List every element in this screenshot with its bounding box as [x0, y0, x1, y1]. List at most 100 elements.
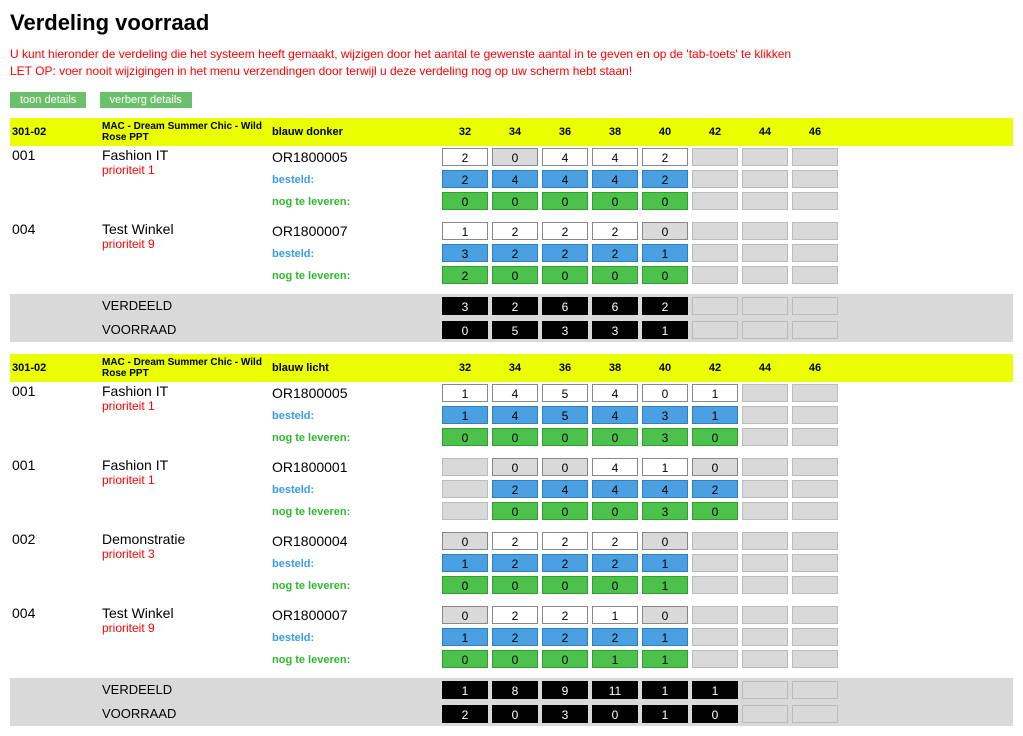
size-cell: 1: [642, 321, 688, 339]
size-cell[interactable]: 1: [642, 458, 688, 476]
size-cell: [742, 502, 788, 520]
size-cell[interactable]: 1: [442, 384, 488, 402]
size-cell: [792, 606, 838, 624]
size-cell: 4: [592, 480, 638, 498]
size-header: 42: [690, 354, 740, 382]
size-cell[interactable]: 2: [492, 532, 538, 550]
size-cell: 2: [642, 170, 688, 188]
size-cell: [742, 480, 788, 498]
size-cell: 2: [492, 554, 538, 572]
size-cell: [742, 321, 788, 339]
size-cell[interactable]: 1: [692, 384, 738, 402]
size-cell: 0: [492, 576, 538, 594]
size-cell: [742, 628, 788, 646]
size-cell: [792, 148, 838, 166]
store-name: Fashion IT: [102, 457, 168, 473]
size-cell[interactable]: 4: [542, 148, 588, 166]
size-cell[interactable]: 1: [592, 606, 638, 624]
group-desc: MAC - Dream Summer Chic - Wild Rose PPT: [100, 354, 270, 382]
size-cell: 2: [542, 628, 588, 646]
besteld-label: besteld:: [272, 248, 314, 260]
store-priority: prioriteit 1: [102, 399, 155, 413]
size-cell: 1: [642, 650, 688, 668]
size-cell: 0: [492, 705, 538, 723]
size-header: 38: [590, 118, 640, 146]
size-cell[interactable]: 2: [592, 222, 638, 240]
show-details-button[interactable]: toon details: [10, 92, 86, 108]
size-cell: 0: [442, 606, 488, 624]
size-cell[interactable]: 2: [542, 606, 588, 624]
voorraad-row: VOORRAAD05331: [10, 318, 1013, 342]
button-row: toon details verberg details: [10, 92, 1013, 108]
size-cell[interactable]: 1: [442, 222, 488, 240]
size-cell: [742, 192, 788, 210]
size-cell: 1: [642, 705, 688, 723]
size-cell: [692, 192, 738, 210]
store-name: Fashion IT: [102, 147, 168, 163]
size-cell[interactable]: 2: [642, 148, 688, 166]
size-cell[interactable]: 5: [542, 384, 588, 402]
nogte-label: nog te leveren:: [272, 196, 350, 208]
size-cell[interactable]: 4: [592, 384, 638, 402]
size-cell[interactable]: 2: [492, 606, 538, 624]
group-desc: MAC - Dream Summer Chic - Wild Rose PPT: [100, 118, 270, 146]
size-cell: 0: [492, 148, 538, 166]
size-cell: 0: [592, 428, 638, 446]
page-title: Verdeling voorraad: [10, 10, 1013, 36]
size-cell: 0: [492, 192, 538, 210]
size-cell: [742, 554, 788, 572]
size-cell: 2: [692, 480, 738, 498]
size-cell: [692, 222, 738, 240]
warning-line-2: LET OP: voer nooit wijzigingen in het me…: [10, 64, 632, 78]
size-cell[interactable]: 4: [492, 384, 538, 402]
size-cell: 2: [442, 170, 488, 188]
size-cell: [692, 650, 738, 668]
size-cell[interactable]: 2: [542, 532, 588, 550]
store-code: 001: [10, 146, 100, 212]
size-cell: 3: [592, 321, 638, 339]
verdeeld-row: VERDEELD1891111: [10, 678, 1013, 702]
size-cell: [742, 606, 788, 624]
size-cell: 0: [642, 192, 688, 210]
size-cell: [792, 428, 838, 446]
size-cell[interactable]: 2: [542, 222, 588, 240]
size-cell[interactable]: 2: [592, 532, 638, 550]
size-cell: 0: [442, 576, 488, 594]
size-cell: 1: [692, 681, 738, 699]
size-cell: [792, 297, 838, 315]
order-number: OR1800007: [270, 604, 440, 626]
size-header: 32: [440, 354, 490, 382]
size-cell: [742, 384, 788, 402]
size-cell[interactable]: 4: [592, 458, 638, 476]
size-cell[interactable]: 2: [442, 148, 488, 166]
size-cell: 1: [442, 554, 488, 572]
size-cell[interactable]: 0: [642, 384, 688, 402]
store-row: 004Test Winkelprioriteit 9OR180000702210: [10, 604, 1013, 626]
size-cell: 0: [542, 502, 588, 520]
size-cell: [442, 480, 488, 498]
size-cell: 2: [492, 628, 538, 646]
size-cell: 0: [642, 606, 688, 624]
size-cell: [692, 148, 738, 166]
size-cell[interactable]: 2: [492, 222, 538, 240]
size-cell: 0: [492, 458, 538, 476]
size-cell: 0: [542, 576, 588, 594]
distribution-table: 301-02MAC - Dream Summer Chic - Wild Ros…: [10, 354, 1013, 726]
store-priority: prioriteit 3: [102, 547, 155, 561]
store-priority: prioriteit 9: [102, 621, 155, 635]
size-cell[interactable]: 4: [592, 148, 638, 166]
size-header: 36: [540, 354, 590, 382]
besteld-label: besteld:: [272, 410, 314, 422]
size-cell: [792, 406, 838, 424]
size-cell: [792, 192, 838, 210]
verdeeld-label: VERDEELD: [100, 294, 270, 318]
size-cell: [692, 170, 738, 188]
size-cell: [692, 532, 738, 550]
hide-details-button[interactable]: verberg details: [100, 92, 192, 108]
size-cell: [792, 384, 838, 402]
size-cell: 3: [542, 321, 588, 339]
size-cell: [792, 502, 838, 520]
size-cell: [792, 458, 838, 476]
size-cell: 4: [642, 480, 688, 498]
size-cell: 3: [542, 705, 588, 723]
